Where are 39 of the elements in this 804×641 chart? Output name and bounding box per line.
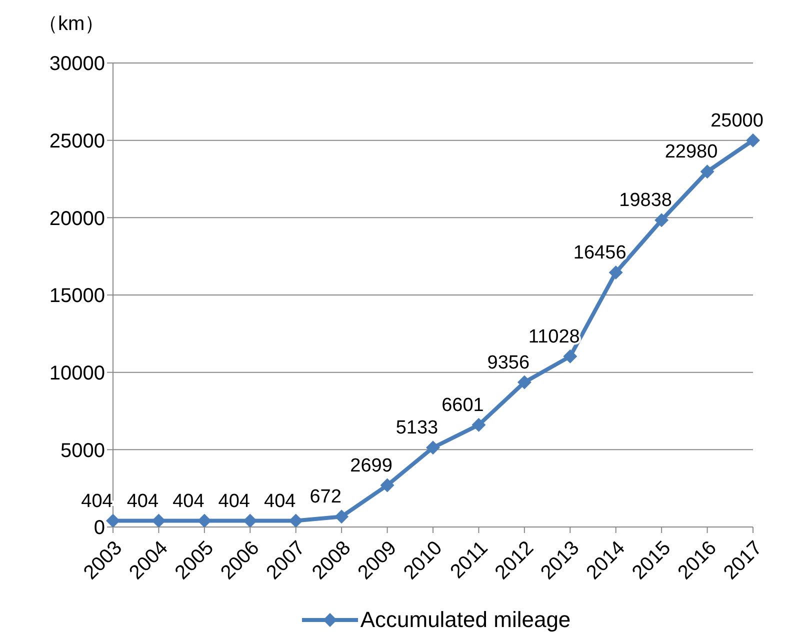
y-tick-label: 25000 <box>49 130 105 152</box>
data-label: 19838 <box>619 190 672 212</box>
point <box>700 164 714 179</box>
data-label: 22980 <box>664 142 718 163</box>
point <box>243 514 258 527</box>
data-label: 6601 <box>442 394 484 416</box>
point <box>517 375 532 390</box>
data-label: 404 <box>81 490 114 512</box>
y-tick-label: 20000 <box>49 208 105 230</box>
y-tick-label: 0 <box>94 517 105 540</box>
point <box>608 265 623 280</box>
data-label: 2699 <box>350 455 392 476</box>
data-label: 404 <box>218 490 250 512</box>
data-label: 5133 <box>396 418 438 439</box>
y-tick-label: 5000 <box>60 440 105 462</box>
y-tick-label: 10000 <box>49 362 105 384</box>
point <box>654 213 669 228</box>
point <box>106 514 120 527</box>
legend-label: Accumulated mileage <box>360 607 571 633</box>
point <box>472 418 486 432</box>
data-label: 672 <box>310 486 342 508</box>
point <box>197 514 212 527</box>
data-label: 404 <box>172 490 205 512</box>
data-label: 11028 <box>528 326 580 348</box>
y-tick-label: 15000 <box>49 285 105 308</box>
point <box>563 349 578 364</box>
point <box>746 133 760 148</box>
data-label: 404 <box>264 490 296 512</box>
point <box>380 478 394 492</box>
data-label: 16456 <box>573 242 626 264</box>
data-label: 404 <box>126 490 159 512</box>
data-label: 9356 <box>487 352 530 374</box>
y-tick-label: 30000 <box>49 53 105 76</box>
point <box>152 514 166 527</box>
point <box>334 510 349 524</box>
point <box>426 440 440 455</box>
point <box>288 514 303 527</box>
y-axis-title: （km） <box>38 12 105 37</box>
data-label: 25000 <box>710 110 764 132</box>
